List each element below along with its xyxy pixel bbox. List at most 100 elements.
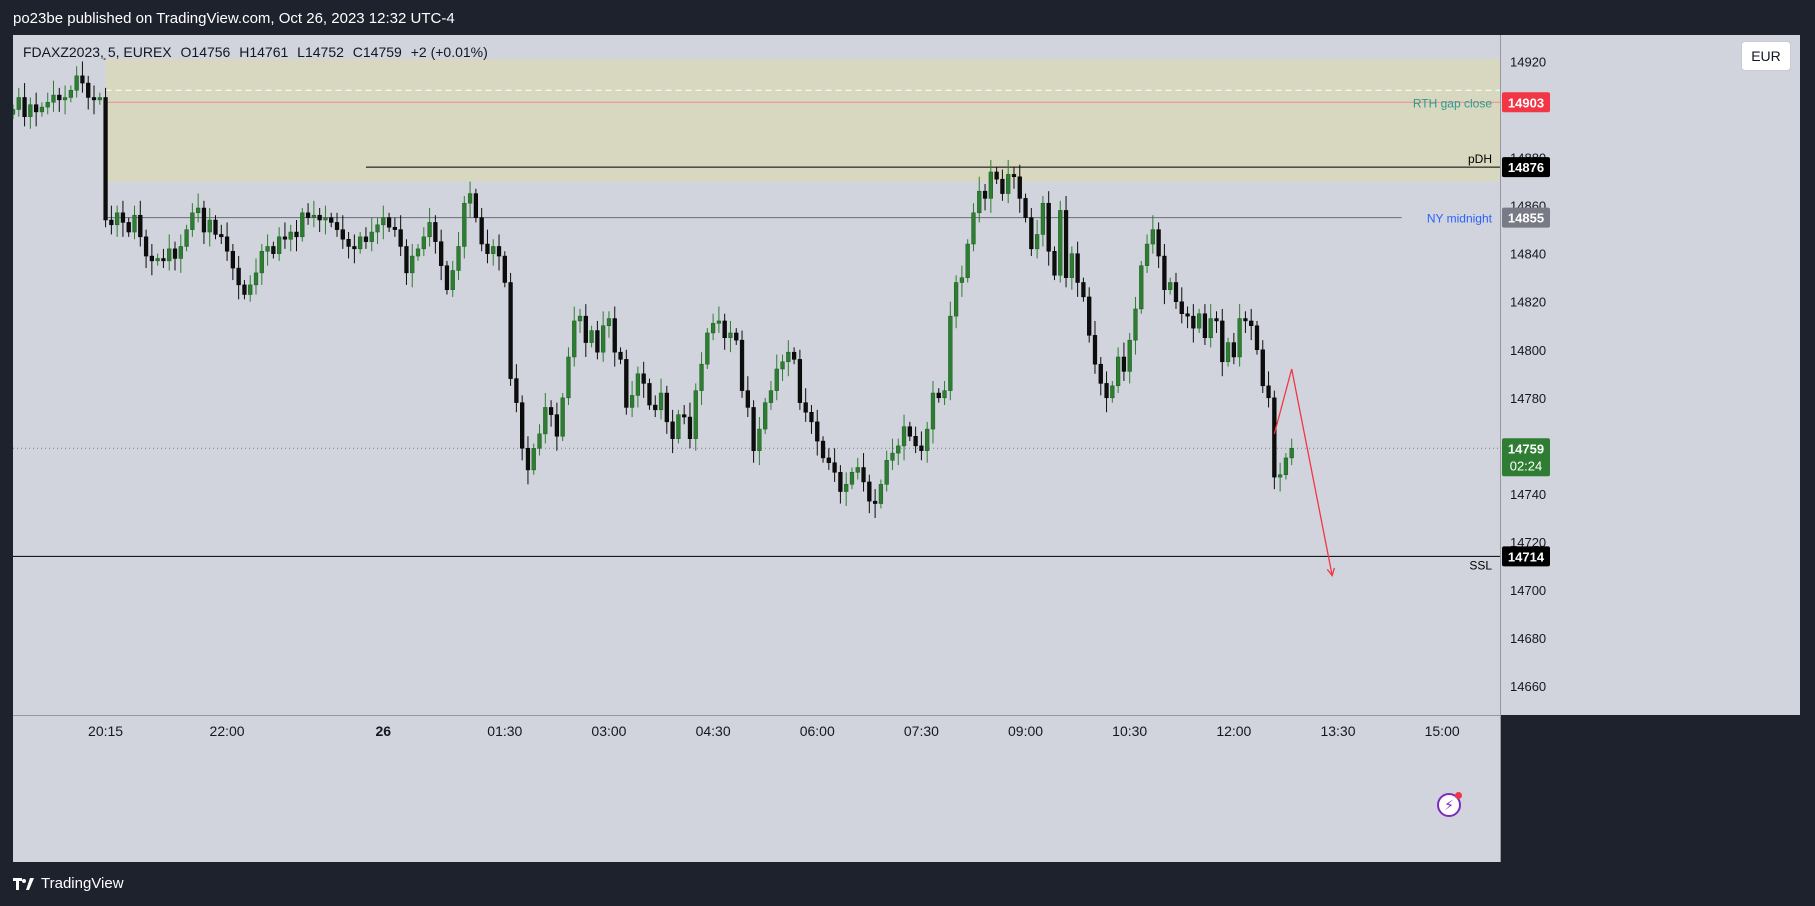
candle	[80, 75, 85, 84]
candle	[884, 460, 889, 485]
candle	[907, 426, 912, 437]
candle	[386, 217, 392, 228]
time-tick-label: 07:30	[904, 723, 939, 739]
candle	[693, 390, 698, 439]
candle	[427, 222, 432, 238]
time-tick-label: 09:00	[1008, 723, 1043, 739]
candle	[86, 82, 91, 98]
candle	[109, 219, 114, 226]
candle	[115, 212, 120, 226]
candle	[456, 246, 461, 271]
candle	[172, 248, 178, 259]
time-tick-label: 15:00	[1425, 723, 1460, 739]
candle	[1168, 282, 1173, 290]
time-tick-label: 06:00	[800, 723, 835, 739]
candle	[201, 207, 207, 233]
candle	[305, 212, 311, 218]
symbol-name[interactable]: FDAXZ2023, 5, EUREX	[23, 44, 172, 60]
candle	[948, 315, 953, 391]
candle	[167, 248, 172, 262]
candle	[1249, 320, 1254, 326]
candle	[479, 217, 484, 245]
time-axis[interactable]	[13, 716, 1500, 862]
candle	[230, 251, 235, 269]
time-tick-label: 22:00	[210, 723, 245, 739]
candle	[925, 428, 930, 451]
candle	[1063, 210, 1069, 278]
candle	[178, 246, 183, 259]
candle	[381, 217, 386, 226]
candle	[450, 270, 455, 290]
candle	[982, 190, 988, 199]
price-chart[interactable]: RTH gap close pDH NY midnight SSL 14660 14680…	[13, 35, 1800, 862]
candle	[936, 392, 941, 399]
candle	[1272, 397, 1277, 478]
candle	[444, 265, 450, 290]
price-tick-label: 14780	[1510, 391, 1546, 406]
candle	[1156, 229, 1161, 257]
ohlc-change: +2 (+0.01%)	[410, 44, 488, 60]
bottom-bar: TradingView	[0, 862, 1815, 906]
candle	[589, 330, 594, 343]
brand-logo[interactable]: TradingView	[13, 875, 124, 892]
candle	[126, 222, 131, 233]
candle	[363, 236, 369, 242]
candle	[16, 97, 21, 110]
candle	[1046, 202, 1051, 252]
chart-area[interactable]: RTH gap close pDH NY midnight SSL 14660 14680…	[13, 35, 1800, 862]
price-badge: 14714	[1508, 549, 1545, 564]
price-badge: 14855	[1508, 211, 1544, 226]
candle	[919, 445, 924, 451]
candle	[844, 484, 849, 492]
candle	[716, 320, 722, 324]
candle	[861, 467, 866, 483]
currency-button[interactable]: EUR	[1741, 41, 1791, 71]
candle	[757, 428, 762, 451]
candle	[1150, 229, 1155, 245]
candle	[1283, 457, 1289, 475]
candle	[421, 236, 426, 250]
candle	[1069, 253, 1074, 278]
candle	[959, 277, 965, 283]
candle	[849, 472, 855, 485]
candle	[896, 445, 901, 454]
candle	[404, 246, 409, 274]
candle	[635, 373, 641, 396]
candle	[1092, 335, 1098, 365]
candle	[577, 315, 583, 322]
price-tick-label: 14680	[1510, 631, 1546, 646]
candle	[994, 171, 999, 180]
candle	[224, 236, 230, 252]
candle	[572, 320, 577, 358]
candle	[369, 231, 374, 242]
price-badge: 14903	[1508, 95, 1544, 110]
candle	[28, 104, 33, 117]
candle	[566, 356, 571, 399]
time-tick-label: 04:30	[696, 723, 731, 739]
lightning-icon[interactable]: ⚡	[1437, 792, 1462, 817]
candle	[433, 222, 438, 242]
candle	[710, 323, 716, 334]
ohlc-high: H14761	[239, 44, 289, 60]
candle	[803, 402, 808, 413]
candle	[485, 243, 490, 254]
candle	[809, 411, 814, 423]
candle	[375, 224, 380, 233]
candle	[271, 246, 276, 254]
candle	[1000, 178, 1005, 194]
price-axis[interactable]	[1501, 35, 1800, 715]
candle	[658, 392, 664, 411]
candle	[1266, 385, 1271, 399]
candle	[22, 97, 27, 117]
candle	[1179, 301, 1184, 314]
time-tick-label: 13:30	[1320, 723, 1355, 739]
candle	[294, 231, 299, 238]
candle	[838, 472, 843, 492]
candle	[1237, 318, 1242, 358]
candle	[467, 193, 473, 204]
candle	[601, 325, 606, 353]
candle	[1254, 325, 1260, 351]
candle	[462, 202, 467, 247]
candle	[253, 272, 259, 286]
candle	[641, 373, 646, 384]
